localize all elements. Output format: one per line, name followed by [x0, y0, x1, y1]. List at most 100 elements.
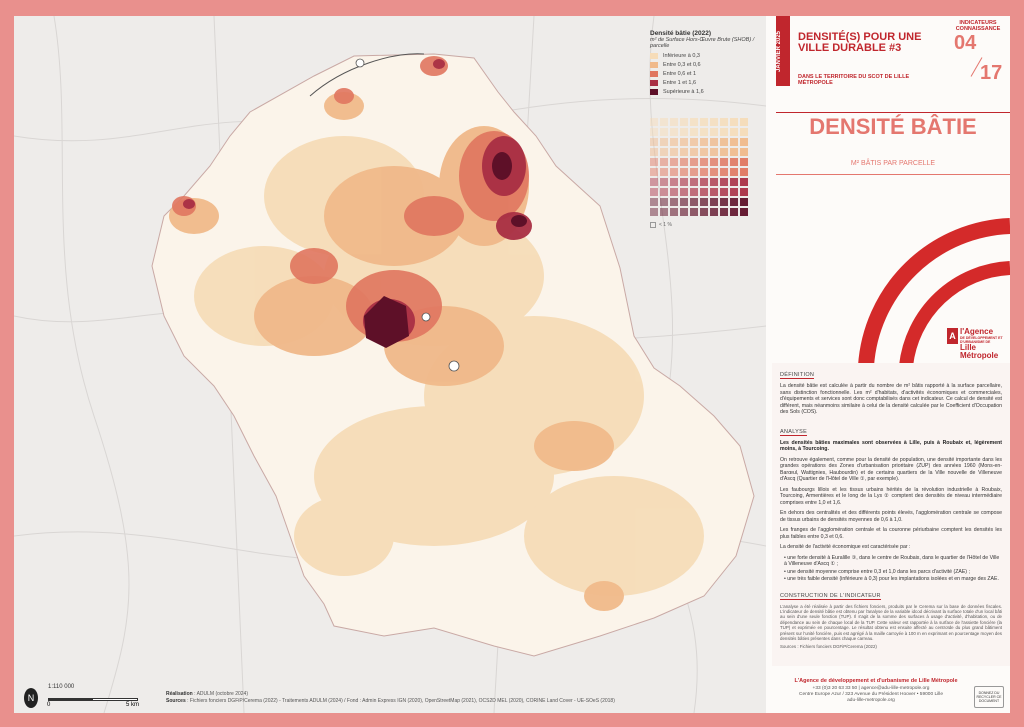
density-map[interactable]: Densité bâtie (2022) m² de Surface Hors-… — [14, 16, 766, 713]
matrix-cell — [670, 118, 678, 126]
matrix-cell — [720, 188, 728, 196]
matrix-cell — [650, 128, 658, 136]
matrix-cell — [740, 148, 748, 156]
matrix-cell — [710, 118, 718, 126]
matrix-cell — [730, 208, 738, 216]
matrix-cell — [670, 208, 678, 216]
divider — [776, 112, 1010, 113]
matrix-cell — [700, 168, 708, 176]
matrix-cell — [740, 178, 748, 186]
indicator-total: 17 — [980, 62, 1003, 84]
legend-title: Densité bâtie (2022) — [650, 30, 712, 37]
matrix-cell — [710, 178, 718, 186]
matrix-cell — [730, 118, 738, 126]
matrix-cell — [730, 128, 738, 136]
scale-bar — [48, 698, 138, 701]
matrix-cell — [660, 148, 668, 156]
matrix-cell — [680, 168, 688, 176]
credits-sources-label: Sources — [166, 698, 186, 704]
matrix-cell — [680, 128, 688, 136]
construction-sources: Sources : Fichiers fonciers DGFiP/Cerema… — [780, 644, 877, 650]
matrix-cell — [720, 198, 728, 206]
matrix-cell — [670, 148, 678, 156]
map-legend: Densité bâtie (2022) m² de Surface Hors-… — [650, 30, 760, 98]
matrix-cell — [650, 168, 658, 176]
matrix-cell — [700, 188, 708, 196]
matrix-cell — [690, 208, 698, 216]
matrix-cell — [660, 198, 668, 206]
matrix-cell — [650, 208, 658, 216]
agency-logo-icon: A — [947, 328, 958, 344]
map-canvas — [14, 16, 766, 713]
agency-tagline: DE DÉVELOPPEMENT ET D'URBANISME DE — [960, 336, 1003, 344]
series-subtitle: DANS LE TERRITOIRE DU SCOT DE LILLE MÉTR… — [798, 74, 910, 86]
analysis-p6: La densité de l'activité économique est … — [780, 544, 911, 550]
legend-item: Entre 0,3 et 0,6 — [650, 62, 760, 68]
matrix-cell — [720, 128, 728, 136]
matrix-cell — [710, 158, 718, 166]
scale-end: 5 km — [126, 702, 140, 708]
definition-heading: DÉFINITION — [780, 372, 815, 379]
matrix-cell — [650, 118, 658, 126]
matrix-cell — [700, 118, 708, 126]
legend-item: Entre 1 et 1,6 — [650, 80, 760, 86]
footer-website-link[interactable]: adu-lille-metropole.org — [847, 698, 895, 703]
page-title: DENSITÉ BÂTIE — [809, 114, 977, 139]
poster-frame: Densité bâtie (2022) m² de Surface Hors-… — [14, 16, 1010, 713]
matrix-cell — [710, 148, 718, 156]
matrix-cell — [700, 128, 708, 136]
matrix-cell — [680, 208, 688, 216]
matrix-cell — [660, 178, 668, 186]
construction-heading: CONSTRUCTION DE L'INDICATEUR — [780, 592, 881, 600]
matrix-cell — [670, 188, 678, 196]
matrix-cell — [690, 128, 698, 136]
matrix-cell — [720, 168, 728, 176]
analysis-p2: On retrouve également, comme pour la den… — [780, 456, 1002, 483]
matrix-cell — [730, 178, 738, 186]
matrix-cell — [710, 128, 718, 136]
matrix-cell — [720, 178, 728, 186]
matrix-cell — [670, 158, 678, 166]
analysis-bullet: • une forte densité à Euralille ③, dans … — [784, 554, 1000, 568]
legend-label: Supérieure à 1,6 — [663, 89, 704, 95]
definition-text: La densité bâtie est calculée à partir d… — [780, 383, 1002, 415]
matrix-cell — [680, 118, 688, 126]
analysis-bullet: • une densité moyenne comprise entre 0,3… — [784, 568, 970, 575]
matrix-cell — [690, 168, 698, 176]
matrix-cell — [740, 128, 748, 136]
legend-item: Supérieure à 1,6 — [650, 89, 760, 95]
legend-item: Inférieure à 0,3 — [650, 53, 760, 59]
indicator-number: 04 — [954, 32, 977, 54]
matrix-cell — [720, 138, 728, 146]
matrix-cell — [690, 118, 698, 126]
side-panel: JANVIER 2025 DENSITÉ(S) POUR UNE VILLE D… — [766, 16, 1010, 713]
construction-text: L'analyse a été réalisée à partir des fi… — [780, 603, 1002, 641]
date-tag: JANVIER 2025 — [776, 16, 790, 86]
matrix-cell — [730, 138, 738, 146]
matrix-cell — [680, 138, 688, 146]
matrix-cell — [710, 208, 718, 216]
matrix-cell — [730, 188, 738, 196]
footer-agency: L'Agence de développement et d'urbanisme… — [794, 678, 958, 684]
matrix-cell — [740, 118, 748, 126]
matrix-cell — [740, 198, 748, 206]
matrix-cell — [670, 138, 678, 146]
analysis-p1: Les densités bâties maximales sont obser… — [780, 440, 1002, 453]
matrix-note: < 1 % — [650, 222, 672, 228]
analysis-bullet: • une très faible densité (inférieure à … — [784, 576, 999, 582]
legend-swatch — [650, 71, 658, 77]
matrix-cell — [650, 178, 658, 186]
analysis-heading: ANALYSE — [780, 428, 808, 436]
matrix-cell — [740, 208, 748, 216]
legend-label: Entre 0,3 et 0,6 — [663, 62, 701, 68]
legend-label: Entre 1 et 1,6 — [663, 80, 697, 86]
decorative-arcs — [858, 218, 1010, 366]
matrix-cell — [700, 178, 708, 186]
matrix-cell — [670, 128, 678, 136]
matrix-cell — [720, 158, 728, 166]
legend-matrix — [650, 118, 748, 216]
matrix-cell — [650, 198, 658, 206]
lys-arrow — [309, 53, 425, 97]
text-panel: DÉFINITION La densité bâtie est calculée… — [772, 363, 1010, 666]
recycle-badge: DONNEZ DU RECYCLER CE DOCUMENT — [974, 686, 1004, 708]
